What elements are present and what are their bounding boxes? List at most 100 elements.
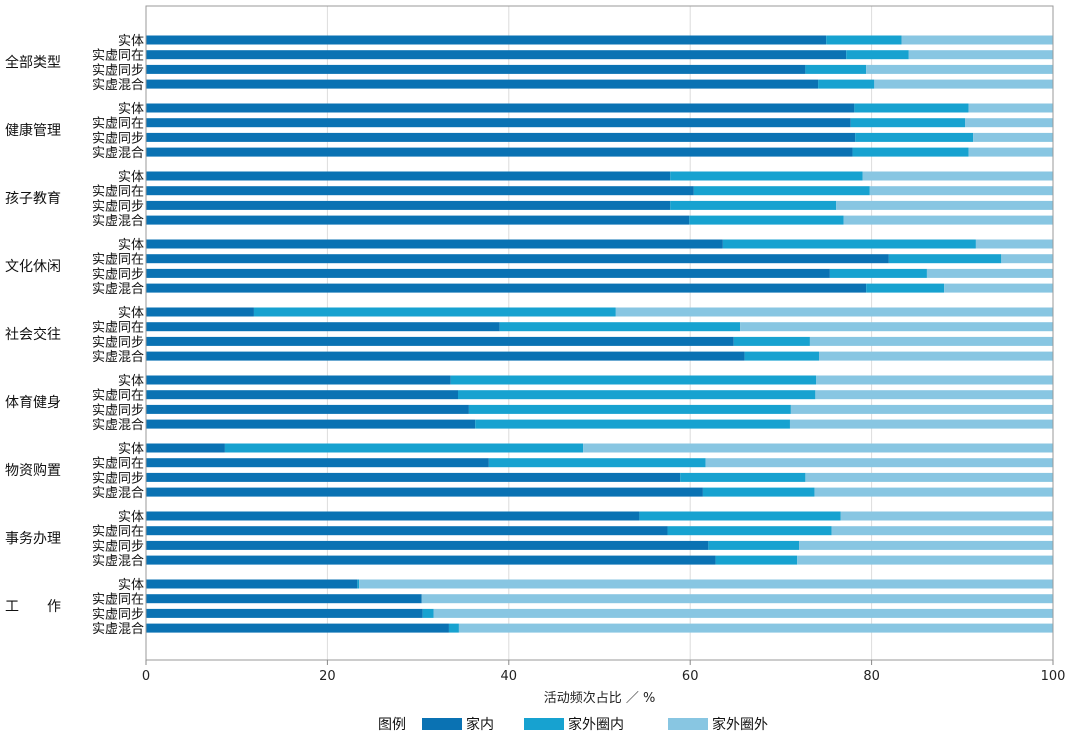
bar-segment [146, 511, 640, 521]
row-label: 实虚同步 [92, 403, 144, 418]
row-label: 实体 [118, 578, 144, 593]
legend-label: 家外圈内 [568, 716, 624, 733]
bar-segment [448, 623, 459, 633]
bar-segment [146, 322, 500, 332]
bar-segment [146, 540, 709, 550]
x-axis-title: 活动频次占比 ／ % [544, 690, 656, 706]
bar-segment [874, 79, 1053, 89]
row-label: 实虚混合 [92, 78, 144, 93]
bar-segment [146, 118, 851, 128]
row-label: 实体 [118, 170, 144, 185]
bar-segment [968, 147, 1053, 157]
bar-segment [846, 50, 909, 60]
bar-segment [816, 375, 1053, 385]
bar-segment [583, 443, 1053, 453]
bar-segment [708, 540, 800, 550]
row-label: 实虚混合 [92, 214, 144, 229]
bar-segment [789, 419, 1053, 429]
row-label: 实体 [118, 238, 144, 253]
bar-segment [146, 594, 422, 604]
bar-segment [146, 351, 745, 361]
row-label: 实虚同步 [92, 471, 144, 486]
bar-segment [224, 443, 584, 453]
bar-segment [639, 511, 841, 521]
bar-segment [973, 132, 1053, 142]
bar-segment [888, 254, 1002, 264]
bar-segment [869, 186, 1053, 196]
bar-segment [852, 147, 969, 157]
bar-segment [722, 239, 976, 249]
row-label: 实虚同在 [92, 321, 144, 336]
bar-segment [146, 555, 716, 565]
x-axis-ticks: 0 20 40 60 80 100 [142, 660, 1065, 684]
row-label: 实虚同步 [92, 607, 144, 622]
bar-segment [458, 623, 1053, 633]
bar-segment [680, 472, 806, 482]
bar-segment [670, 200, 837, 210]
bar-segment [693, 186, 870, 196]
bar-segment [253, 307, 616, 317]
row-label: 实体 [118, 442, 144, 457]
row-label: 实体 [118, 374, 144, 389]
bar-segment [359, 579, 1053, 589]
bar-segment [488, 458, 706, 468]
bar-segment [799, 540, 1053, 550]
group-label: 体育健身 [5, 395, 61, 411]
bar-segment [146, 487, 703, 497]
bar-segment [422, 608, 434, 618]
group-label: 社会交往 [5, 326, 61, 343]
bar-segment [357, 579, 360, 589]
bar-segment [908, 50, 1053, 60]
bar-segment [805, 472, 1053, 482]
bar-segment [146, 103, 855, 113]
bar-segment [433, 608, 1053, 618]
row-label: 实虚同步 [92, 267, 144, 282]
bar-segment [421, 594, 1053, 604]
bar-segment [146, 526, 668, 536]
group-label: 物资购置 [5, 463, 61, 479]
bar-segment [146, 200, 671, 210]
bar-segment [667, 526, 832, 536]
x-tick-label: 60 [682, 669, 699, 684]
bar-segment [843, 215, 1053, 225]
bar-segment [146, 608, 423, 618]
row-label: 实虚同在 [92, 389, 144, 404]
row-label: 实虚同步 [92, 335, 144, 350]
bar-segment [689, 215, 844, 225]
bar-segment [146, 239, 723, 249]
row-label: 实虚同在 [92, 117, 144, 132]
x-tick-label: 20 [319, 669, 336, 684]
bar-segment [866, 64, 1053, 74]
bar-segment [840, 511, 1053, 521]
legend-label: 家内 [466, 716, 494, 733]
row-label: 实虚混合 [92, 350, 144, 365]
bar-segment [866, 283, 945, 293]
bar-segment [790, 404, 1053, 414]
row-label: 实虚混合 [92, 418, 144, 433]
bar-segment [450, 375, 817, 385]
row-label: 实虚同步 [92, 539, 144, 554]
group-label: 孩子教育 [5, 191, 61, 207]
row-label: 实虚同在 [92, 185, 144, 200]
bar-segment [809, 336, 1053, 346]
bar-segment [146, 35, 827, 45]
bar-segment [836, 200, 1053, 210]
plot-frame [145, 5, 1054, 661]
row-label: 实体 [118, 306, 144, 321]
bars [146, 35, 1053, 633]
group-label: 文化休闲 [5, 259, 61, 275]
bar-segment [715, 555, 798, 565]
row-label: 实虚同在 [92, 49, 144, 64]
row-label: 实虚同步 [92, 63, 144, 78]
bar-segment [744, 351, 819, 361]
category-labels: 实体实虚同在实虚同步实虚混合全部类型实体实虚同在实虚同步实虚混合健康管理实体实虚… [5, 34, 144, 637]
bar-segment [733, 336, 810, 346]
group-label: 工 作 [5, 599, 61, 615]
x-tick-label: 0 [142, 669, 150, 684]
bar-segment [944, 283, 1053, 293]
bar-segment [815, 390, 1053, 400]
bar-segment [146, 50, 847, 60]
row-label: 实体 [118, 102, 144, 117]
bar-segment [146, 79, 819, 89]
